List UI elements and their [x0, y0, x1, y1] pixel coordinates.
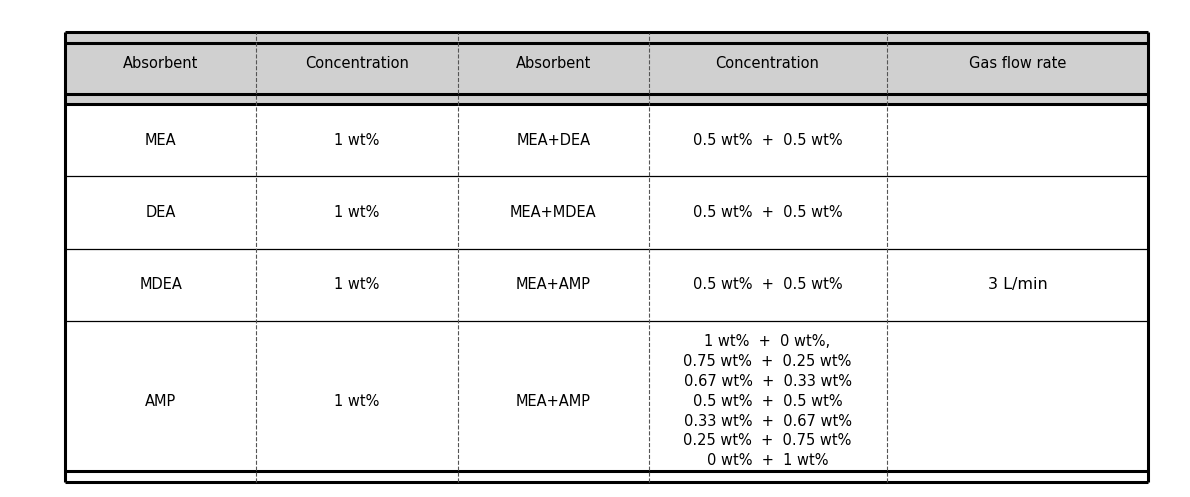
- Text: 0.5 wt%  +  0.5 wt%: 0.5 wt% + 0.5 wt%: [693, 205, 843, 220]
- Text: Gas flow rate: Gas flow rate: [969, 56, 1066, 71]
- Text: 3 L/min: 3 L/min: [988, 277, 1047, 292]
- Text: MEA+AMP: MEA+AMP: [515, 277, 591, 292]
- Bar: [65, 32, 1148, 104]
- Text: MEA: MEA: [145, 133, 176, 148]
- Text: 1 wt%: 1 wt%: [334, 277, 380, 292]
- Text: Concentration: Concentration: [715, 56, 820, 71]
- Text: Absorbent: Absorbent: [515, 56, 591, 71]
- Text: AMP: AMP: [145, 394, 176, 409]
- Text: 0.5 wt%  +  0.5 wt%: 0.5 wt% + 0.5 wt%: [693, 277, 843, 292]
- Text: 1 wt%: 1 wt%: [334, 133, 380, 148]
- Text: 0.5 wt%  +  0.5 wt%: 0.5 wt% + 0.5 wt%: [693, 133, 843, 148]
- Text: MDEA: MDEA: [139, 277, 182, 292]
- Text: 1 wt%  +  0 wt%,
0.75 wt%  +  0.25 wt%
0.67 wt%  +  0.33 wt%
0.5 wt%  +  0.5 wt%: 1 wt% + 0 wt%, 0.75 wt% + 0.25 wt% 0.67 …: [683, 334, 852, 468]
- Text: Absorbent: Absorbent: [123, 56, 199, 71]
- Text: 1 wt%: 1 wt%: [334, 394, 380, 409]
- Text: MEA+AMP: MEA+AMP: [515, 394, 591, 409]
- Text: Concentration: Concentration: [305, 56, 409, 71]
- Text: MEA+DEA: MEA+DEA: [516, 133, 590, 148]
- Text: DEA: DEA: [145, 205, 176, 220]
- Text: 1 wt%: 1 wt%: [334, 205, 380, 220]
- Text: MEA+MDEA: MEA+MDEA: [511, 205, 596, 220]
